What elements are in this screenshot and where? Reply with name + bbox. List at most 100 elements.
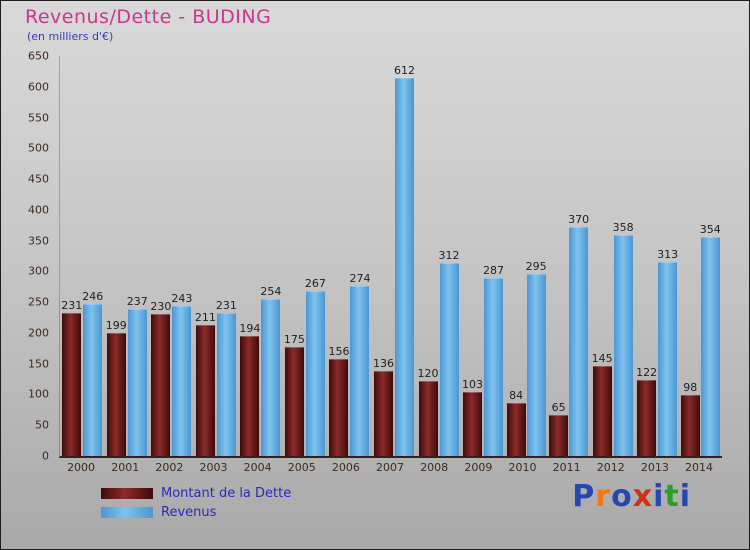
year-label: 2008	[420, 461, 449, 474]
legend-swatch-dette	[101, 488, 153, 499]
bar-wrap: 274	[349, 273, 370, 456]
dette-bar	[549, 415, 569, 456]
revenus-bar	[127, 309, 147, 456]
logo-letter: t	[664, 479, 680, 514]
bar-value-label: 65	[551, 401, 566, 414]
legend-label-revenus: Revenus	[161, 505, 217, 520]
dette-bar	[240, 335, 260, 456]
bar-value-label: 98	[683, 380, 698, 394]
bar-wrap: 313	[657, 249, 678, 456]
proxiti-logo: Proxiti	[572, 479, 691, 514]
bar-wrap: 194	[239, 322, 260, 456]
bar-wrap: 120	[418, 368, 439, 456]
bar-groups: 231 246 199 237 230 243 211 231 194 254 175 267 156 2…	[60, 56, 722, 456]
bar-wrap: 243	[171, 292, 192, 456]
bar-wrap: 312	[439, 250, 460, 456]
bar-value-label: 122	[636, 365, 658, 379]
bar-wrap: 612	[394, 65, 415, 456]
bar-value-label: 246	[82, 289, 104, 303]
bar-value-label: 274	[349, 272, 371, 286]
revenus-bar	[526, 273, 546, 456]
dette-bar	[680, 394, 700, 456]
bar-group: 175 267	[284, 276, 326, 456]
revenus-bar	[439, 263, 459, 456]
bar-value-label: 175	[283, 333, 305, 347]
bar-wrap: 237	[127, 296, 148, 456]
bar-group: 120 312	[418, 250, 460, 456]
bar-wrap: 122	[636, 365, 658, 456]
bar-value-label: 84	[509, 389, 524, 403]
logo-letter: i	[653, 479, 665, 514]
dette-bar	[506, 403, 526, 456]
bar-value-label: 120	[417, 367, 439, 381]
y-tick-label: 250	[28, 295, 49, 309]
logo-letter: x	[632, 479, 654, 514]
bar-wrap: 199	[106, 319, 127, 456]
revenus-bar	[216, 312, 236, 456]
bar-wrap: 370	[568, 214, 589, 456]
bar-value-label: 612	[393, 64, 415, 78]
year-label: 2014	[685, 461, 714, 474]
bar-value-label: 370	[568, 213, 590, 227]
bar-value-label: 312	[438, 249, 460, 262]
bar-group: 136 612	[373, 65, 415, 456]
bar-value-label: 254	[260, 284, 282, 298]
bar-value-label: 354	[699, 223, 721, 237]
bar-wrap: 254	[260, 284, 282, 456]
bar-value-label: 136	[372, 357, 394, 371]
y-tick-label: 500	[28, 141, 49, 155]
y-tick-label: 100	[28, 387, 49, 401]
bar-value-label: 313	[657, 248, 679, 262]
bar-value-label: 267	[304, 276, 326, 290]
chart-subtitle: (en milliers d'€)	[27, 30, 114, 43]
legend-swatch-revenus	[101, 507, 153, 518]
revenus-bar	[484, 278, 504, 456]
bar-group: 145 358	[591, 220, 634, 456]
year-label: 2005	[287, 461, 316, 474]
revenus-bar	[394, 78, 414, 456]
bar-wrap: 354	[700, 224, 721, 456]
bar-value-label: 156	[328, 345, 350, 358]
legend: Montant de la Dette Revenus	[101, 486, 291, 520]
bar-group: 156 274	[328, 273, 370, 456]
dette-bar	[463, 391, 483, 456]
year-label: 2009	[464, 461, 493, 474]
y-tick-label: 150	[28, 357, 49, 371]
bar-wrap: 175	[284, 334, 305, 456]
dette-bar	[329, 359, 349, 456]
bar-value-label: 231	[61, 298, 83, 312]
bar-value-label: 237	[126, 295, 148, 309]
bar-wrap: 295	[526, 260, 547, 456]
bar-value-label: 145	[591, 351, 613, 365]
dette-bar	[151, 313, 171, 456]
bar-value-label: 231	[215, 298, 237, 312]
year-label: 2003	[199, 461, 228, 474]
bar-wrap: 145	[591, 351, 613, 456]
year-label: 2001	[111, 461, 140, 474]
y-tick-label: 0	[42, 449, 49, 463]
logo-letter: P	[572, 479, 596, 514]
dette-bar	[418, 381, 438, 456]
bar-wrap: 98	[680, 380, 700, 456]
logo-letter: i	[679, 479, 691, 514]
year-label: 2010	[508, 461, 537, 474]
bar-group: 194 254	[239, 284, 282, 456]
year-label: 2011	[552, 461, 581, 474]
bar-wrap: 246	[82, 289, 104, 456]
revenus-bar	[569, 227, 589, 456]
year-label: 2006	[331, 461, 360, 474]
legend-row-dette: Montant de la Dette	[101, 486, 291, 501]
revenus-bar	[305, 290, 325, 456]
bar-group: 65 370	[549, 214, 589, 456]
bar-value-label: 358	[612, 220, 634, 234]
bar-wrap: 358	[612, 220, 634, 456]
bar-value-label: 103	[462, 377, 484, 391]
x-axis-labels: 2000 2001 2002 2003 2004 2005 2006 2007 2008 2009…	[59, 461, 721, 474]
revenus-bar	[172, 305, 192, 456]
bar-wrap: 267	[304, 276, 326, 456]
dette-bar	[62, 312, 82, 456]
revenus-bar	[350, 286, 370, 456]
revenus-bar	[83, 303, 103, 456]
year-label: 2012	[596, 461, 625, 474]
